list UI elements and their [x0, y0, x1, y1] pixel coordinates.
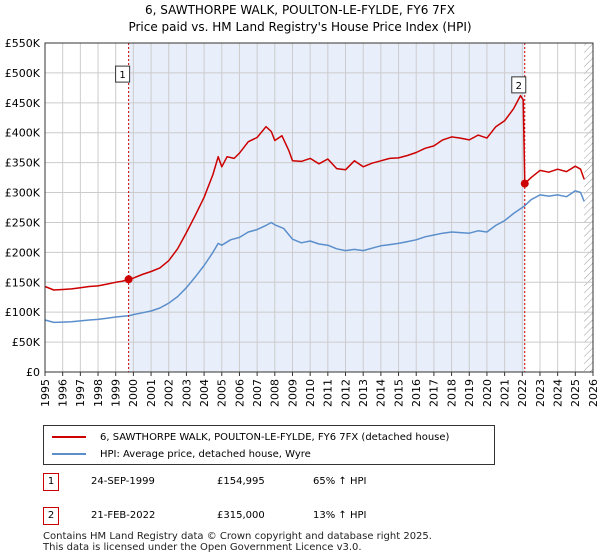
- x-tick-label: 2021: [498, 379, 511, 407]
- x-tick-label: 2018: [445, 379, 458, 407]
- x-tick-label: 2013: [357, 379, 370, 407]
- y-tick-label: £550K: [5, 37, 41, 50]
- chart-title: 6, SAWTHORPE WALK, POULTON-LE-FYLDE, FY6…: [145, 3, 455, 17]
- x-tick-label: 2020: [481, 379, 494, 407]
- footer-copyright: Contains HM Land Registry data © Crown c…: [43, 531, 432, 542]
- x-tick-label: 2023: [534, 379, 547, 407]
- x-tick-label: 2012: [339, 379, 352, 407]
- x-tick-label: 2007: [251, 379, 264, 407]
- plot-border: [44, 42, 594, 373]
- y-tick-label: £100K: [5, 306, 41, 319]
- x-tick-label: 2002: [163, 379, 176, 407]
- x-tick-label: 2026: [587, 379, 600, 407]
- sale-marker-box: [511, 76, 527, 94]
- y-tick-label: £400K: [5, 127, 41, 140]
- sale-price: £154,995: [217, 476, 265, 487]
- x-tick-label: 2010: [304, 379, 317, 407]
- x-tick-label: 2008: [269, 379, 282, 407]
- x-tick-label: 2017: [428, 379, 441, 407]
- sale-date: 24-SEP-1999: [91, 476, 155, 487]
- sale-row: 1 24-SEP-1999 £154,995 65% ↑ HPI: [43, 473, 563, 493]
- x-tick-label: 2005: [216, 379, 229, 407]
- hpi-line: [44, 190, 585, 324]
- x-tick-label: 2011: [322, 379, 335, 407]
- y-tick-label: £0: [26, 366, 40, 379]
- legend-item-hpi: HPI: Average price, detached house, Wyre: [52, 446, 311, 462]
- legend-item-property: 6, SAWTHORPE WALK, POULTON-LE-FYLDE, FY6…: [52, 429, 449, 445]
- y-tick-label: £450K: [5, 97, 41, 110]
- sale-marker-box: [115, 65, 131, 83]
- sale-point: [124, 275, 133, 284]
- sale-point: [520, 179, 529, 188]
- x-tick-label: 2022: [516, 379, 529, 407]
- legend-swatch-hpi: [52, 453, 86, 455]
- sale-price: £315,000: [217, 510, 265, 521]
- y-tick-label: £250K: [5, 216, 41, 229]
- x-tick-label: 2025: [569, 379, 582, 407]
- x-tick-label: 2016: [410, 379, 423, 407]
- legend-label-hpi: HPI: Average price, detached house, Wyre: [100, 448, 311, 460]
- x-tick-label: 2009: [286, 379, 299, 407]
- y-tick-label: £150K: [5, 276, 41, 289]
- x-tick-label: 1996: [57, 379, 70, 407]
- legend: 6, SAWTHORPE WALK, POULTON-LE-FYLDE, FY6…: [43, 425, 495, 465]
- sale-marker-label: 2: [516, 81, 522, 92]
- legend-swatch-property: [52, 436, 86, 438]
- x-tick-label: 2014: [375, 379, 388, 407]
- sale-date: 21-FEB-2022: [91, 510, 156, 521]
- x-tick-label: 1999: [110, 379, 123, 407]
- forecast-hatch: [584, 43, 593, 372]
- x-tick-label: 2006: [233, 379, 246, 407]
- y-tick-label: £500K: [5, 67, 41, 80]
- x-tick-label: 1997: [74, 379, 87, 407]
- y-tick-label: £50K: [12, 336, 41, 349]
- y-tick-label: £350K: [5, 157, 41, 170]
- sale-hpi: 65% ↑ HPI: [313, 476, 367, 487]
- footer-licence: This data is licensed under the Open Gov…: [43, 542, 362, 553]
- price-chart: 1 2 £0 £50K £100K £150K £200K £250K £300K £350K £…: [5, 37, 600, 407]
- x-tick-label: 1998: [92, 379, 105, 407]
- y-tick-label: £300K: [5, 187, 41, 200]
- sale-badge: 2: [43, 507, 59, 525]
- sale-marker-label: 1: [119, 70, 125, 81]
- x-tick-label: 2004: [198, 379, 211, 407]
- x-tick-label: 2000: [127, 379, 140, 407]
- x-tick-label: 2015: [392, 379, 405, 407]
- x-tick-label: 1995: [39, 379, 52, 407]
- y-tick-label: £200K: [5, 246, 41, 259]
- property-price-line: [44, 94, 585, 291]
- x-tick-label: 2019: [463, 379, 476, 407]
- chart-subtitle: Price paid vs. HM Land Registry's House …: [128, 20, 472, 34]
- x-tick-label: 2003: [180, 379, 193, 407]
- legend-label-property: 6, SAWTHORPE WALK, POULTON-LE-FYLDE, FY6…: [100, 431, 450, 443]
- sale-badge: 1: [43, 473, 59, 491]
- sale-row: 2 21-FEB-2022 £315,000 13% ↑ HPI: [43, 507, 563, 527]
- x-tick-label: 2001: [145, 379, 158, 407]
- sale-hpi: 13% ↑ HPI: [313, 510, 367, 521]
- x-tick-label: 2024: [551, 379, 564, 407]
- ownership-shade: [128, 43, 525, 372]
